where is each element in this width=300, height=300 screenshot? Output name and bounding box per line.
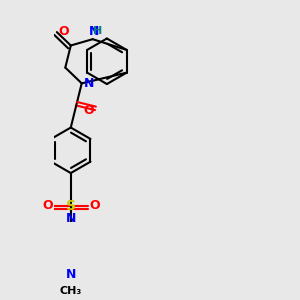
Text: S: S bbox=[66, 199, 76, 213]
Text: O: O bbox=[83, 103, 94, 117]
Text: N: N bbox=[88, 25, 99, 38]
Text: N: N bbox=[83, 77, 94, 90]
Text: O: O bbox=[42, 199, 52, 212]
Text: H: H bbox=[93, 26, 103, 36]
Text: N: N bbox=[66, 212, 76, 225]
Text: CH₃: CH₃ bbox=[60, 286, 82, 296]
Text: O: O bbox=[58, 25, 69, 38]
Text: O: O bbox=[89, 199, 100, 212]
Text: N: N bbox=[66, 268, 76, 281]
